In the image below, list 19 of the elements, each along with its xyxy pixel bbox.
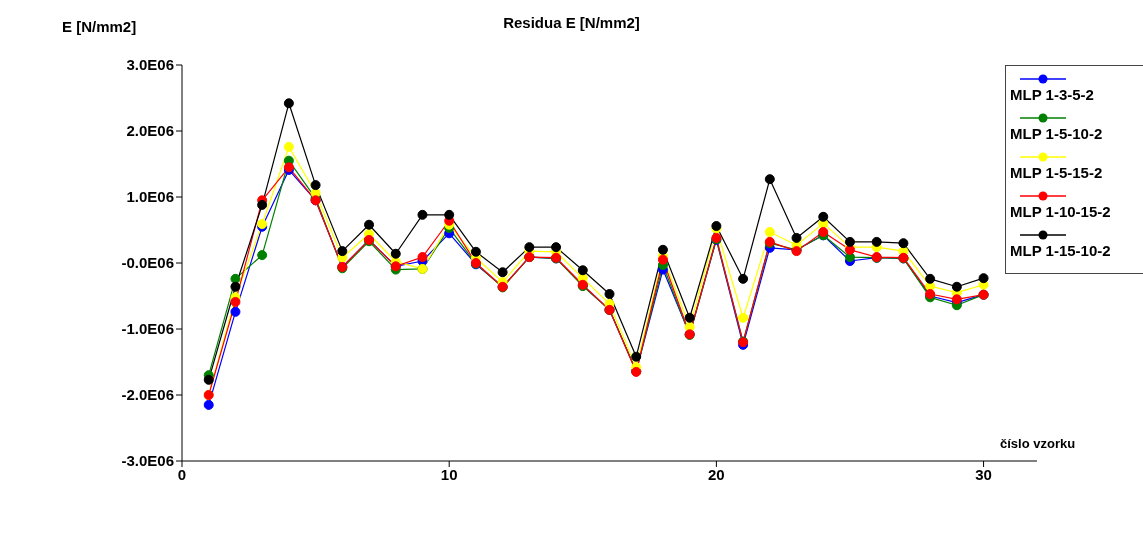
x-tick-label: 0 <box>177 465 187 483</box>
x-tick-label: 30 <box>975 465 992 483</box>
y-tick-label: -0.0E06 <box>121 254 174 272</box>
x-tick-label: 20 <box>708 465 725 483</box>
legend-label: MLP 1-15-10-2 <box>1010 242 1112 259</box>
y-tick-label: 1.0E06 <box>126 188 174 206</box>
y-tick-label: -3.0E06 <box>121 452 174 470</box>
chart-title: Residua E [N/mm2] <box>503 14 640 31</box>
legend-label: MLP 1-10-15-2 <box>1010 203 1112 220</box>
legend-label: MLP 1-5-10-2 <box>1010 125 1104 142</box>
y-tick-label: 3.0E06 <box>126 56 174 74</box>
legend-label: MLP 1-3-5-2 <box>1010 86 1095 103</box>
x-tick-label: 10 <box>440 465 458 483</box>
y-tick-label: -2.0E06 <box>121 386 174 404</box>
y-tick-label: -1.0E06 <box>121 320 174 338</box>
x-axis-title: číslo vzorku <box>1000 436 1076 451</box>
legend-label: MLP 1-5-15-2 <box>1010 164 1104 181</box>
y-axis-title: E [N/mm2] <box>62 18 137 35</box>
y-tick-label: 2.0E06 <box>126 122 174 140</box>
